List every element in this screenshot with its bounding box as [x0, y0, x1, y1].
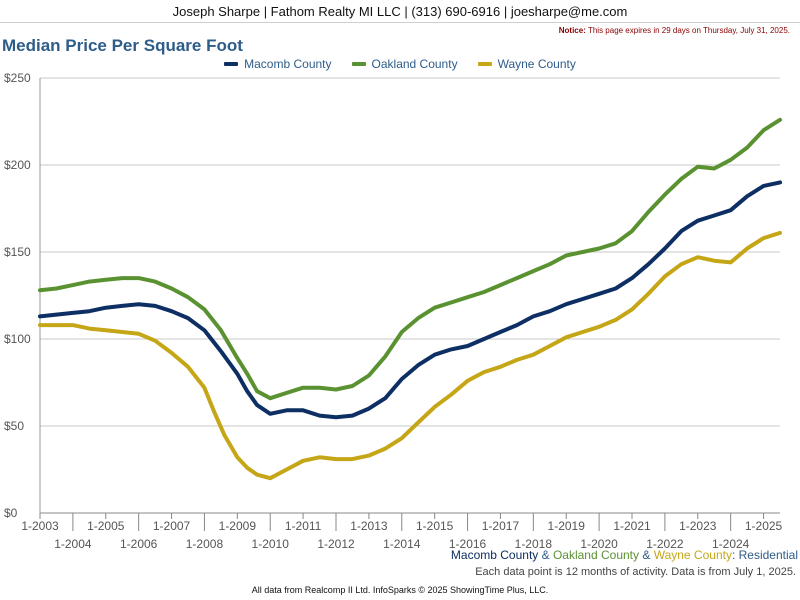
- legend-label-oakland: Oakland County: [371, 57, 458, 71]
- chart-legend: Macomb County Oakland County Wayne Count…: [0, 57, 800, 71]
- x-tick-label: 1-2007: [153, 519, 191, 533]
- chart-caption: Macomb County & Oakland County & Wayne C…: [451, 548, 798, 562]
- legend-swatch-wayne: [477, 62, 492, 66]
- agent-line: Joseph Sharpe | Fathom Realty MI LLC | (…: [172, 3, 628, 19]
- x-tick-label: 1-2015: [416, 519, 454, 533]
- x-tick-label: 1-2022: [646, 537, 684, 551]
- x-tick-label: 1-2011: [285, 519, 322, 533]
- caption-wayne: Wayne County: [653, 548, 732, 562]
- legend-item-macomb[interactable]: Macomb County: [224, 57, 332, 71]
- series-line-macomb: [38, 180, 782, 420]
- x-tick-label: 1-2003: [21, 519, 59, 533]
- x-tick-label: 1-2021: [613, 519, 651, 533]
- agent-header: Joseph Sharpe | Fathom Realty MI LLC | (…: [0, 0, 800, 23]
- series-line-wayne: [38, 230, 782, 481]
- caption-macomb: Macomb County: [450, 548, 539, 562]
- caption-amp-2: &: [639, 548, 654, 562]
- y-axis-ticks: $0 $50 $100 $150 $200 $250: [4, 71, 31, 520]
- y-tick-label: $50: [4, 419, 24, 433]
- x-tick-label: 1-2008: [186, 537, 224, 551]
- chart-title: Median Price Per Square Foot: [2, 36, 243, 55]
- series-line-oakland: [38, 117, 782, 401]
- legend-item-wayne[interactable]: Wayne County: [477, 57, 576, 71]
- x-tick-label: 1-2017: [482, 519, 520, 533]
- caption-suffix: : Residential: [731, 548, 798, 562]
- legend-swatch-oakland: [351, 62, 366, 66]
- x-tick-label: 1-2020: [580, 537, 618, 551]
- x-tick-label: 1-2023: [679, 519, 717, 533]
- y-tick-label: $0: [4, 506, 18, 520]
- x-tick-label: 1-2009: [219, 519, 257, 533]
- legend-label-macomb: Macomb County: [244, 57, 332, 71]
- expiry-notice: Notice: This page expires in 29 days on …: [559, 26, 790, 35]
- legend-label-wayne: Wayne County: [497, 57, 576, 71]
- caption-amp-1: &: [538, 548, 553, 562]
- legend-swatch-macomb: [224, 62, 239, 66]
- y-tick-label: $100: [4, 332, 31, 346]
- notice-label: Notice:: [558, 26, 586, 35]
- gridlines: [39, 77, 780, 514]
- x-tick-label: 1-2006: [120, 537, 158, 551]
- footer-credit: All data from Realcomp II Ltd. InfoSpark…: [251, 585, 549, 595]
- x-tick-label: 1-2024: [712, 537, 750, 551]
- y-tick-label: $200: [4, 158, 31, 172]
- x-tick-label: 1-2014: [383, 537, 421, 551]
- y-tick-label: $150: [4, 245, 31, 259]
- x-tick-label: 1-2010: [252, 537, 290, 551]
- x-tick-label: 1-2016: [449, 537, 487, 551]
- x-tick-label: 1-2005: [87, 519, 125, 533]
- series-lines: [38, 117, 782, 481]
- x-tick-label: 1-2025: [745, 519, 783, 533]
- legend-item-oakland[interactable]: Oakland County: [351, 57, 458, 71]
- x-axis-ticks: 1-2003 1-2004 1-2005 1-2006 1-2007 1-2008 1-20…: [21, 513, 783, 551]
- data-note: Each data point is 12 months of activity…: [475, 566, 796, 578]
- caption-oakland: Oakland County: [552, 548, 640, 562]
- x-tick-label: 1-2019: [548, 519, 586, 533]
- x-tick-label: 1-2012: [317, 537, 355, 551]
- y-tick-label: $250: [4, 71, 31, 85]
- notice-text: This page expires in 29 days on Thursday…: [587, 26, 790, 35]
- x-tick-label: 1-2004: [54, 537, 92, 551]
- x-tick-label: 1-2013: [350, 519, 388, 533]
- x-tick-label: 1-2018: [515, 537, 553, 551]
